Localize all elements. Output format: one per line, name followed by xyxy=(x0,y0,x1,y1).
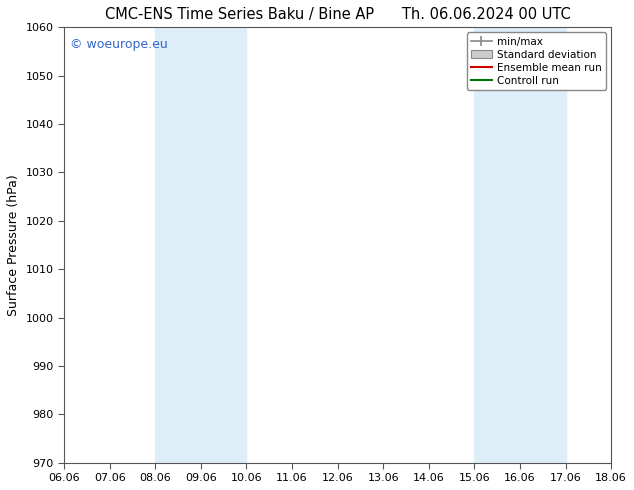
Text: © woeurope.eu: © woeurope.eu xyxy=(70,38,167,51)
Legend: min/max, Standard deviation, Ensemble mean run, Controll run: min/max, Standard deviation, Ensemble me… xyxy=(467,32,606,90)
Y-axis label: Surface Pressure (hPa): Surface Pressure (hPa) xyxy=(7,174,20,316)
Bar xyxy=(474,27,566,463)
Bar xyxy=(155,27,247,463)
Title: CMC-ENS Time Series Baku / Bine AP      Th. 06.06.2024 00 UTC: CMC-ENS Time Series Baku / Bine AP Th. 0… xyxy=(105,7,571,22)
